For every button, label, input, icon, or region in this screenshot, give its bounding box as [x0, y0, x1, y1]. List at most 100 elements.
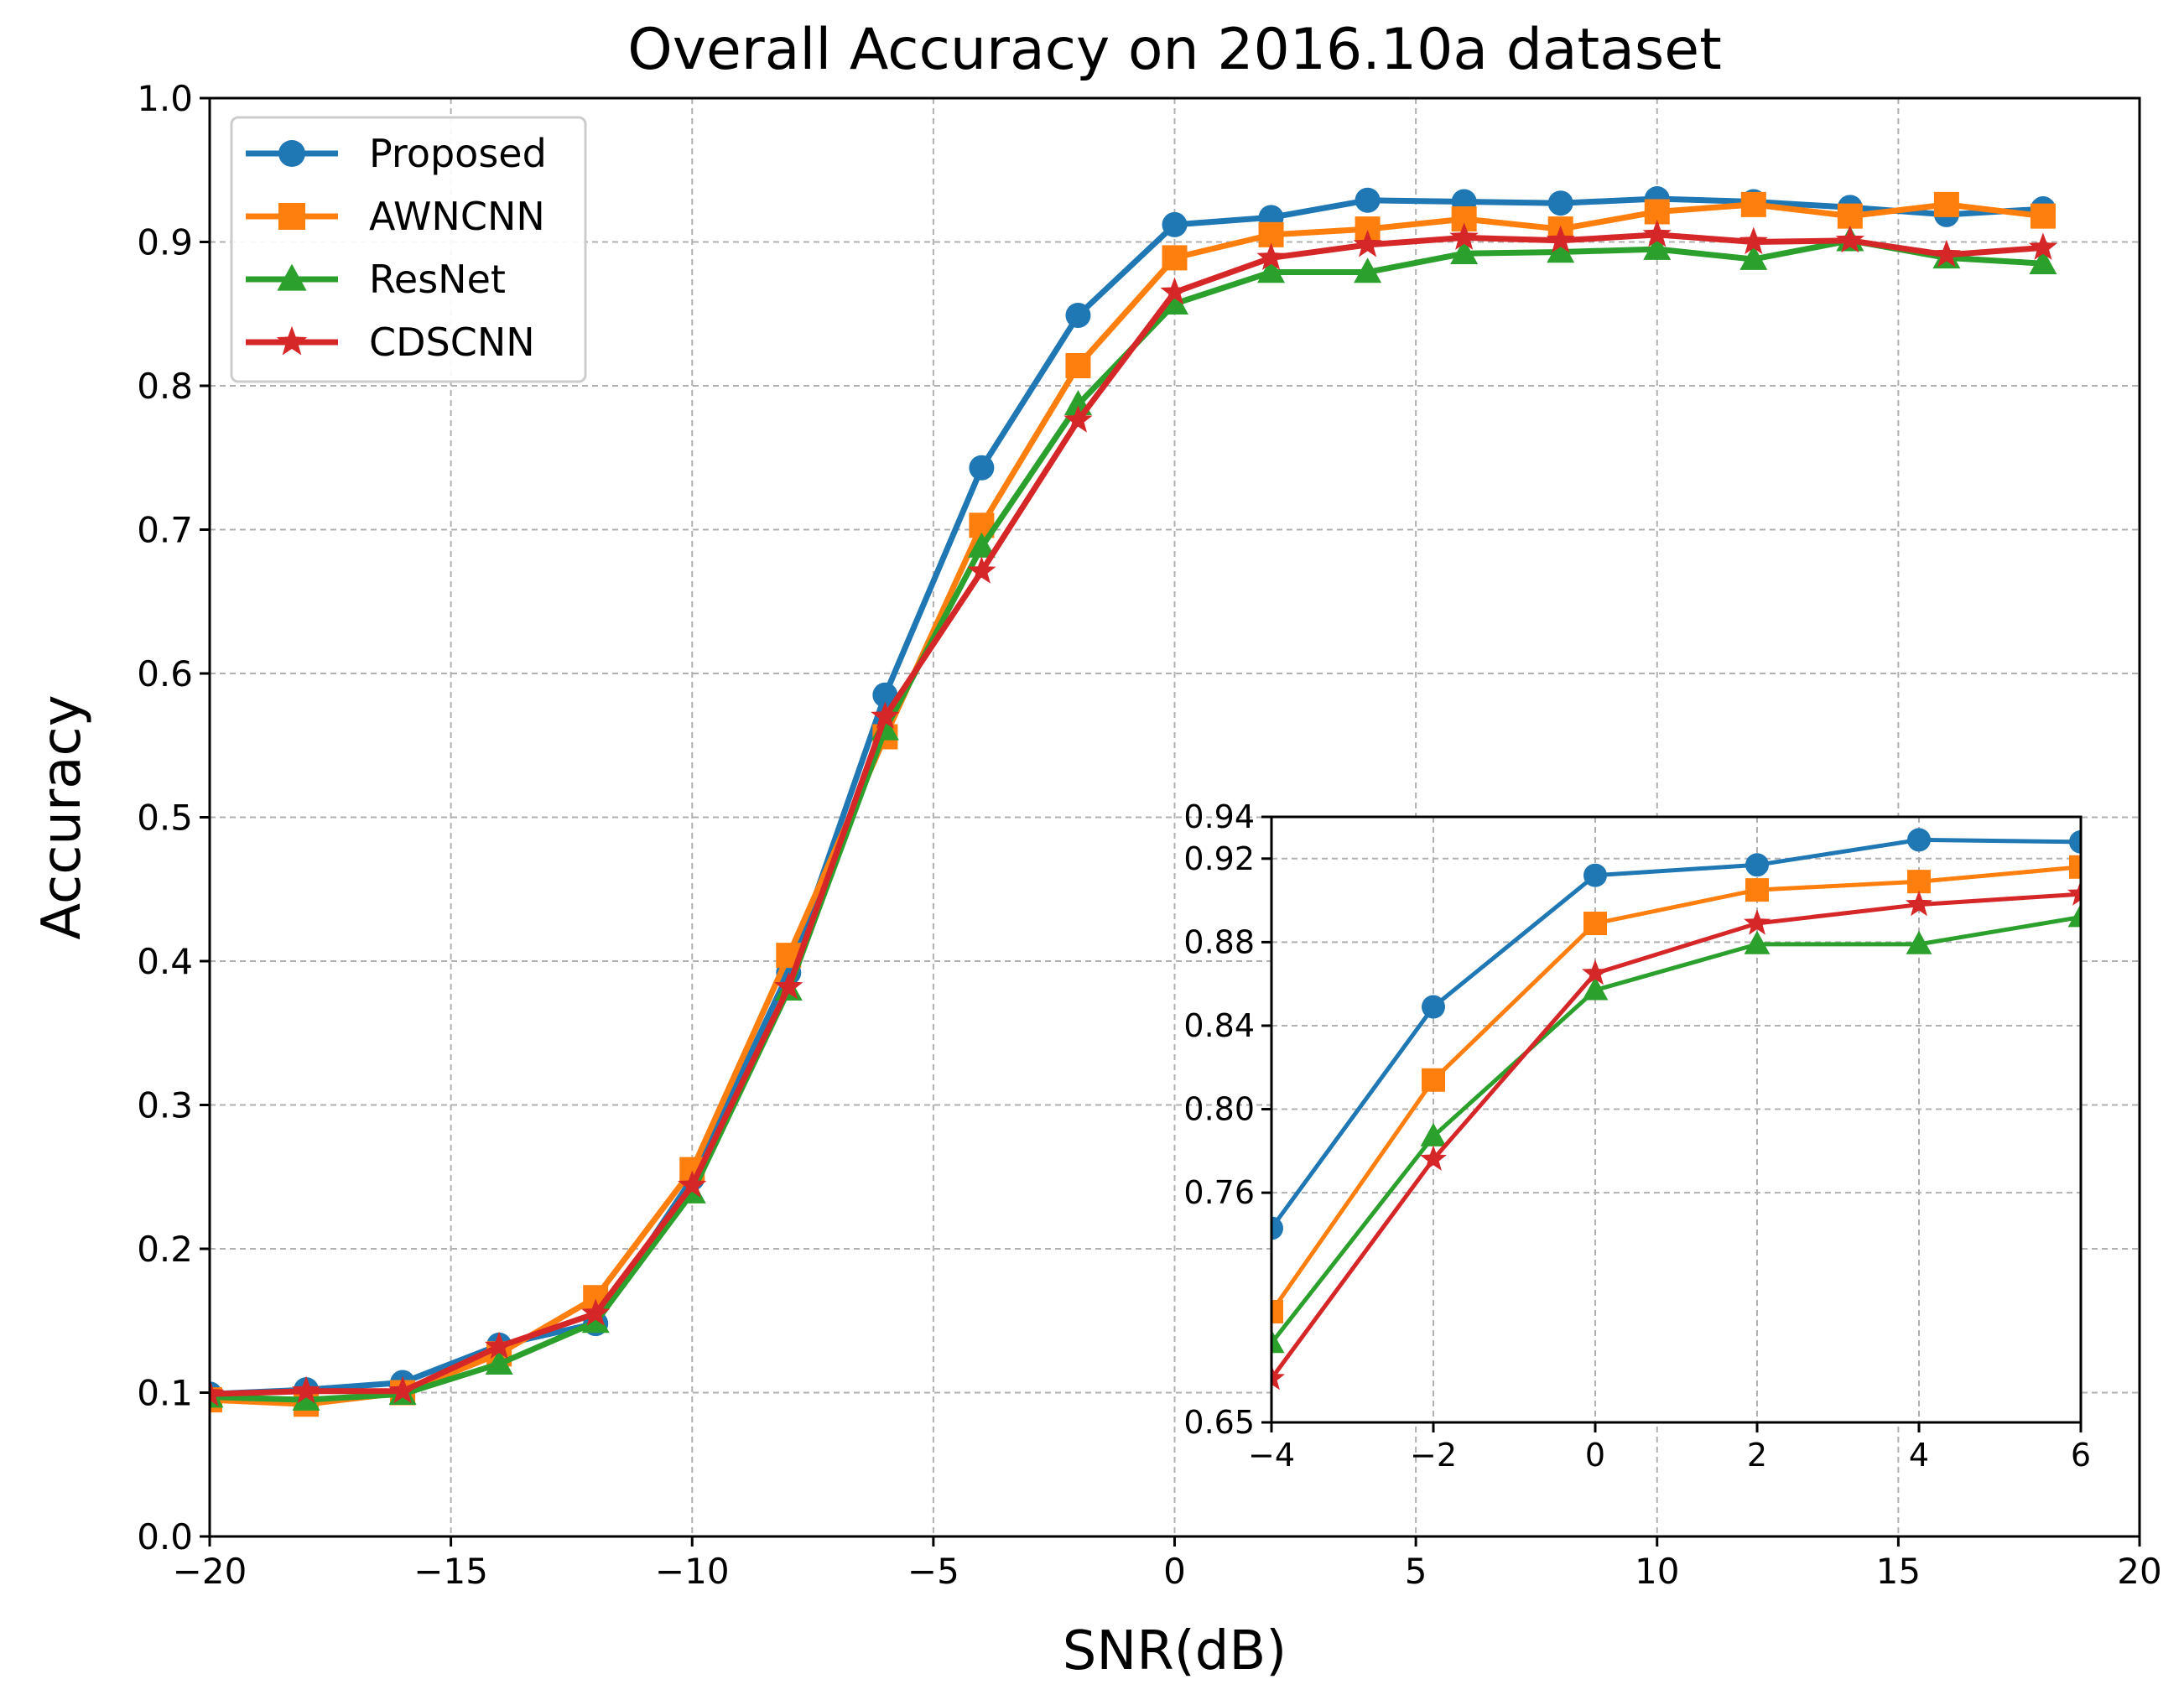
legend-marker-cdscnn [276, 325, 308, 356]
y-tick-label: 0.8 [137, 366, 193, 407]
data-point-awncnn [2069, 855, 2081, 879]
y-tick-label: 0.0 [137, 1516, 193, 1557]
data-point-resnet [1643, 234, 1672, 260]
data-point-resnet [1582, 976, 1609, 1001]
y-tick-label: 0.9 [137, 222, 193, 263]
series-line-proposed [1271, 837, 2081, 1230]
data-point-resnet [292, 1385, 320, 1411]
y-tick-label: 0.80 [1183, 1091, 1255, 1128]
data-point-cdscnn [1420, 1145, 1447, 1171]
data-point-awncnn [2030, 203, 2056, 229]
legend-label-awncnn: AWNCNN [369, 194, 545, 239]
y-tick-label: 0.1 [137, 1373, 193, 1414]
series-layer [1271, 828, 2081, 1391]
data-point-cdscnn [1642, 219, 1672, 247]
data-point-cdscnn [1256, 242, 1286, 270]
data-point-proposed [872, 682, 898, 708]
data-point-cdscnn [1835, 225, 1864, 253]
legend-label-cdscnn: CDSCNN [369, 320, 535, 365]
data-point-awncnn [1837, 203, 1863, 229]
data-point-cdscnn [485, 1331, 514, 1359]
data-point-proposed [1583, 863, 1607, 887]
y-tick-label: 0.88 [1183, 923, 1255, 960]
data-point-resnet [1744, 930, 1771, 954]
y-tick-label: 0.3 [137, 1085, 193, 1126]
data-point-resnet [1271, 1329, 1285, 1354]
x-tick-label: −15 [413, 1551, 488, 1592]
data-point-resnet [485, 1349, 513, 1375]
series-line-cdscnn [1271, 892, 2081, 1380]
data-point-awncnn [1162, 245, 1188, 271]
series-line-resnet [1271, 915, 2081, 1344]
legend-marker-awncnn [278, 203, 305, 230]
data-point-awncnn [1451, 206, 1477, 232]
data-point-awncnn [1355, 216, 1381, 242]
data-point-cdscnn [1353, 229, 1382, 257]
data-point-awncnn [1644, 199, 1670, 225]
legend-marker-proposed [278, 140, 305, 167]
data-point-proposed [1547, 190, 1573, 216]
data-point-proposed [1065, 302, 1091, 328]
data-point-proposed [1162, 211, 1188, 237]
y-tick-label: 0.84 [1183, 1007, 1255, 1044]
data-point-awncnn [1422, 1068, 1445, 1092]
y-tick-label: 0.6 [137, 653, 193, 694]
x-axis-label: SNR(dB) [1063, 1620, 1287, 1682]
legend-label-proposed: Proposed [369, 131, 547, 176]
data-point-cdscnn [1739, 226, 1768, 255]
data-point-awncnn [1745, 878, 1769, 902]
series-line-awncnn [210, 201, 2044, 1407]
y-tick-label: 0.94 [1183, 798, 1255, 835]
data-point-proposed [1355, 187, 1381, 213]
x-tick-label: 0 [1585, 1437, 1605, 1474]
data-point-cdscnn [1932, 239, 1961, 268]
plot-frame [1270, 815, 2083, 1424]
y-tick-label: 0.92 [1183, 840, 1255, 877]
data-point-resnet [1906, 930, 1932, 954]
y-tick-label: 0.2 [137, 1229, 193, 1270]
x-tick-label: 20 [2117, 1551, 2161, 1592]
data-point-cdscnn [1546, 225, 1575, 253]
data-point-cdscnn [1160, 277, 1189, 305]
x-tick-label: 4 [1909, 1437, 1929, 1474]
x-tick-label: −4 [1248, 1437, 1295, 1474]
x-tick-label: 5 [1405, 1551, 1427, 1592]
data-point-proposed [1271, 1216, 1283, 1240]
y-tick-label: 0.7 [137, 510, 193, 551]
data-point-cdscnn [871, 701, 900, 729]
data-point-resnet [1420, 1122, 1447, 1146]
data-point-resnet [2067, 903, 2081, 928]
y-tick-label: 1.0 [137, 78, 193, 119]
x-tick-label: −2 [1410, 1437, 1457, 1474]
data-point-resnet [1450, 238, 1479, 264]
series-line-awncnn [1271, 865, 2081, 1313]
data-point-cdscnn [1906, 890, 1932, 917]
data-point-cdscnn [2028, 232, 2058, 260]
data-point-awncnn [1933, 191, 1959, 217]
data-point-resnet [1354, 257, 1382, 283]
series-layer [210, 186, 2058, 1417]
data-point-awncnn [1907, 870, 1931, 894]
data-point-cdscnn [388, 1375, 418, 1404]
x-tick-label: 2 [1747, 1437, 1767, 1474]
data-point-awncnn [969, 512, 995, 538]
data-point-cdscnn [678, 1170, 707, 1198]
data-point-proposed [969, 455, 995, 481]
x-tick-label: 0 [1163, 1551, 1186, 1592]
chart-title: Overall Accuracy on 2016.10a dataset [627, 17, 1722, 83]
inset-plot: −4 −2 0 2 4 6 0.65 0.76 0.80 0.84 0.88 0.92 0.94 [1183, 798, 2091, 1474]
x-tick-label: −20 [173, 1551, 247, 1592]
data-point-cdscnn [774, 971, 803, 1000]
series-line-cdscnn [210, 231, 2044, 1397]
data-point-resnet [1739, 244, 1768, 270]
data-point-resnet [581, 1307, 610, 1333]
plot-frame [208, 96, 2141, 1538]
data-point-proposed [1745, 853, 1769, 877]
data-point-proposed [1422, 995, 1445, 1019]
data-point-cdscnn [1582, 959, 1609, 985]
data-point-resnet [1161, 289, 1188, 315]
data-point-resnet [2029, 248, 2057, 274]
legend: Proposed AWNCNN ResNet CDSCNN [230, 116, 587, 383]
